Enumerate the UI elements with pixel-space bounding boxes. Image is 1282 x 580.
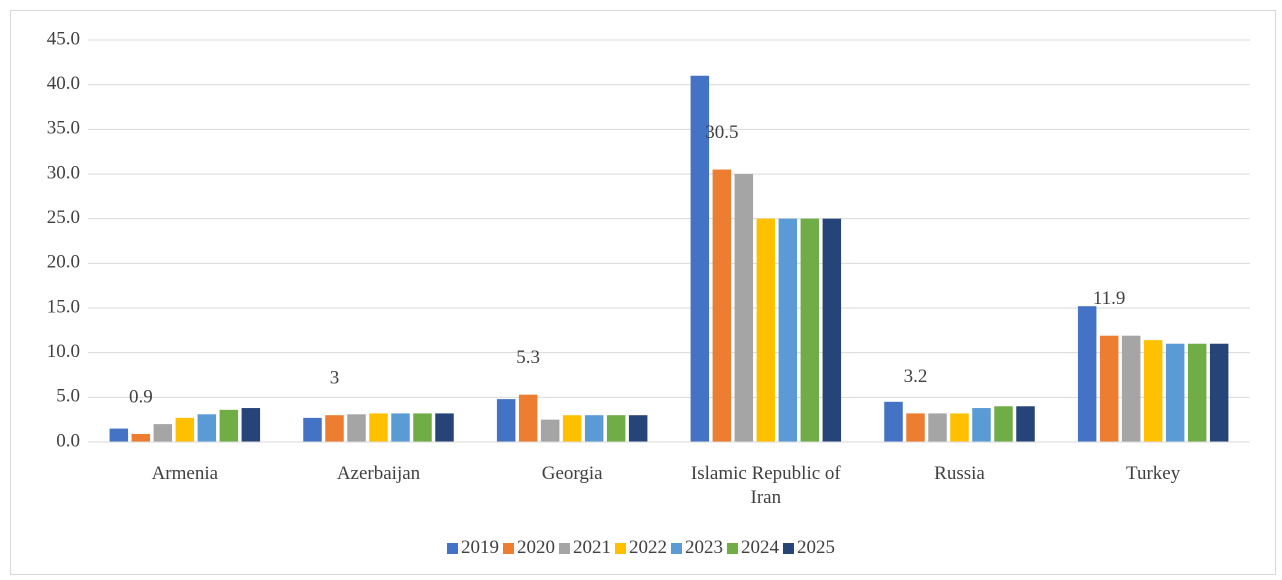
- y-tick-label: 0.0: [56, 430, 80, 451]
- legend-item: 2022: [615, 537, 667, 559]
- bar: [994, 406, 1013, 442]
- bar: [584, 415, 604, 442]
- y-tick-label: 35.0: [47, 118, 80, 139]
- legend-swatch: [783, 542, 794, 554]
- legend-label: 2019: [461, 537, 499, 558]
- y-tick-label: 20.0: [47, 252, 80, 273]
- bar: [175, 417, 195, 442]
- y-tick-label: 15.0: [47, 296, 80, 317]
- legend-label: 2024: [741, 537, 779, 558]
- bar: [756, 218, 776, 442]
- x-tick-label: Armenia: [151, 463, 219, 484]
- legend-swatch: [503, 542, 514, 554]
- bar: [325, 415, 344, 442]
- bar: [690, 75, 710, 442]
- bar: [369, 413, 388, 442]
- bar: [972, 408, 991, 442]
- legend-label: 2020: [517, 537, 555, 558]
- bar: [606, 415, 626, 442]
- legend-label: 2022: [629, 537, 667, 558]
- x-tick-label: Russia: [934, 463, 985, 484]
- y-tick-label: 10.0: [47, 341, 80, 362]
- legend-item: 2021: [559, 537, 611, 559]
- legend-swatch: [727, 542, 738, 554]
- chart-border: [10, 10, 1276, 575]
- bar: [413, 413, 432, 442]
- bar: [540, 419, 560, 442]
- legend-label: 2021: [573, 537, 611, 558]
- bar: [822, 218, 842, 442]
- bar: [712, 169, 732, 443]
- bar: [800, 218, 820, 442]
- legend-swatch: [671, 542, 682, 554]
- bar: [734, 174, 754, 442]
- x-tick-label: Georgia: [541, 463, 603, 484]
- legend-item: 2025: [783, 537, 835, 559]
- bar: [1165, 343, 1185, 442]
- y-tick-label: 25.0: [47, 207, 80, 228]
- legend-label: 2023: [685, 537, 723, 558]
- bar: [435, 413, 454, 442]
- bar: [391, 413, 410, 442]
- y-tick-label: 45.0: [47, 28, 80, 49]
- bar: [303, 417, 322, 442]
- legend-swatch: [615, 542, 626, 554]
- legend-swatch: [447, 542, 458, 554]
- bar: [109, 428, 129, 442]
- legend-item: 2023: [671, 537, 723, 559]
- bar: [1209, 343, 1229, 442]
- legend-swatch: [559, 542, 570, 554]
- bar: [950, 413, 969, 442]
- data-label: 5.3: [516, 347, 540, 368]
- bar: [153, 424, 173, 442]
- legend-item: 2020: [503, 537, 555, 559]
- bar: [131, 433, 151, 442]
- bar: [347, 414, 366, 442]
- legend-item: 2024: [727, 537, 779, 559]
- data-label: 0.9: [129, 386, 153, 407]
- bar: [1143, 340, 1163, 442]
- bar: [928, 413, 947, 442]
- data-label: 3: [330, 368, 340, 389]
- bar: [628, 415, 648, 442]
- bar: [1099, 335, 1119, 442]
- x-tick-label: Islamic Republic of Iran: [690, 463, 841, 508]
- bar: [906, 413, 925, 442]
- bar: [496, 399, 516, 442]
- bar: [884, 401, 903, 442]
- x-tick-label: Azerbaijan: [336, 463, 421, 484]
- x-tick-label: Turkey: [1126, 463, 1181, 484]
- data-label: 11.9: [1093, 288, 1126, 309]
- bar: [562, 415, 582, 442]
- legend-item: 2019: [447, 537, 499, 559]
- data-label: 30.5: [705, 122, 738, 143]
- y-tick-label: 5.0: [56, 386, 80, 407]
- data-label: 3.2: [904, 366, 928, 387]
- bar: [197, 414, 217, 442]
- y-tick-label: 30.0: [47, 162, 80, 183]
- bar: [1077, 306, 1097, 442]
- bar: [778, 218, 798, 442]
- bar: [518, 394, 538, 442]
- bar: [1187, 343, 1207, 442]
- bar: [1016, 406, 1035, 442]
- legend: 2019 2020 2021 2022 2023 2024 2025: [0, 537, 1282, 559]
- bar: [219, 409, 239, 442]
- bar: [241, 408, 261, 442]
- legend-label: 2025: [797, 537, 835, 558]
- bar: [1121, 335, 1141, 442]
- y-tick-label: 40.0: [47, 73, 80, 94]
